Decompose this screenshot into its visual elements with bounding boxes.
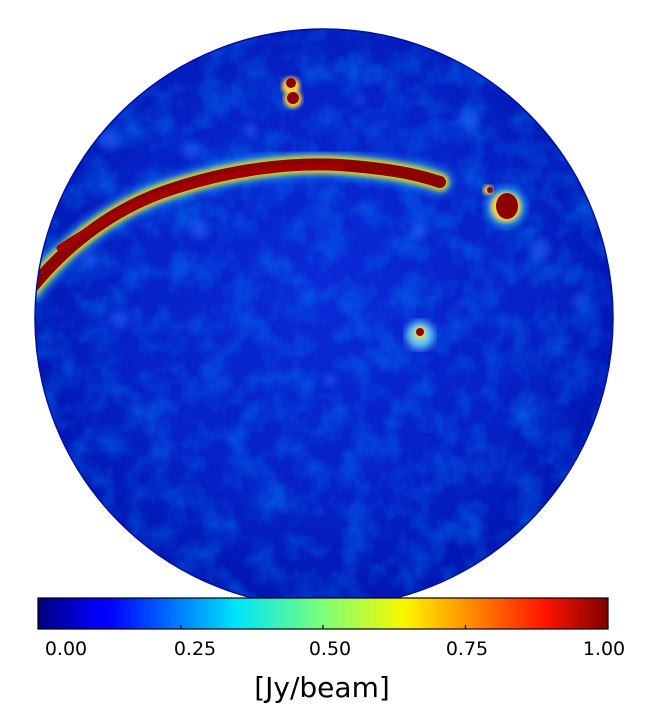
colorbar-gradient [37,597,609,630]
sky-map [34,28,614,600]
sky-noise-texture [35,29,613,600]
bright-source-top [282,77,302,108]
colorbar-tick-label: 0.50 [309,638,351,660]
bright-source-right [483,185,526,227]
colorbar-unit-label: [Jy/beam] [254,671,390,704]
galactic-plane-core [56,162,344,252]
colorbar: 0.00 0.25 0.50 0.75 1.00 [Jy/beam] [37,597,625,704]
colorbar-tick-label: 0.75 [446,638,488,660]
colorbar-tick-label: 0.00 [45,638,87,660]
colorbar-ticks [37,625,609,629]
diffuse-emission [82,95,587,386]
sky-disc-edge [34,28,614,600]
colorbar-tick-label: 1.00 [583,638,625,660]
colorbar-tick-label: 0.25 [174,638,216,660]
point-source-center [406,321,434,349]
